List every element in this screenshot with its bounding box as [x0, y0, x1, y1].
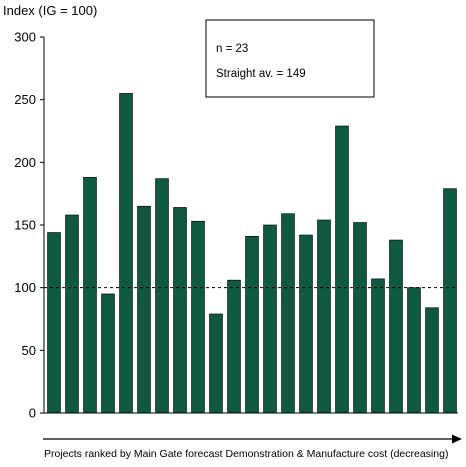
y-tick-label: 300: [14, 30, 36, 45]
bar-10: [209, 313, 223, 414]
bar-5: [119, 93, 133, 414]
y-axis-ticks: 0 50 100 150 200 250 300: [14, 30, 44, 421]
bar-3: [83, 177, 97, 414]
y-axis-label: Index (IG = 100): [3, 3, 97, 18]
y-tick-label: 50: [22, 343, 36, 358]
bar-15: [299, 234, 313, 414]
bar-17: [335, 125, 349, 414]
bar-22: [425, 307, 439, 414]
bar-13: [263, 224, 277, 414]
bars: [47, 93, 457, 414]
annotation-box: n = 23 Straight av. = 149: [205, 19, 375, 98]
bar-1: [47, 232, 61, 414]
annotation-n: n = 23: [216, 43, 248, 55]
bar-12: [245, 235, 259, 414]
bar-7: [155, 178, 169, 414]
bar-21: [407, 287, 421, 414]
bar-6: [137, 205, 151, 414]
bar-8: [173, 207, 187, 414]
y-tick-label: 100: [14, 280, 36, 295]
x-axis-arrow: [43, 434, 462, 444]
bar-19: [371, 278, 385, 414]
annotation-average: Straight av. = 149: [216, 68, 306, 80]
bar-9: [191, 220, 205, 414]
bar-4: [101, 293, 115, 414]
bar-20: [389, 239, 403, 414]
x-axis-label: Projects ranked by Main Gate forecast De…: [44, 448, 448, 460]
bar-16: [317, 219, 331, 414]
y-tick-label: 200: [14, 155, 36, 170]
y-tick-label: 150: [14, 218, 36, 233]
bar-14: [281, 213, 295, 414]
y-tick-label: 250: [14, 92, 36, 107]
bar-2: [65, 214, 79, 414]
y-tick-label: 0: [29, 406, 36, 421]
bar-18: [353, 222, 367, 414]
bar-11: [227, 279, 241, 414]
bar-23: [443, 188, 457, 414]
